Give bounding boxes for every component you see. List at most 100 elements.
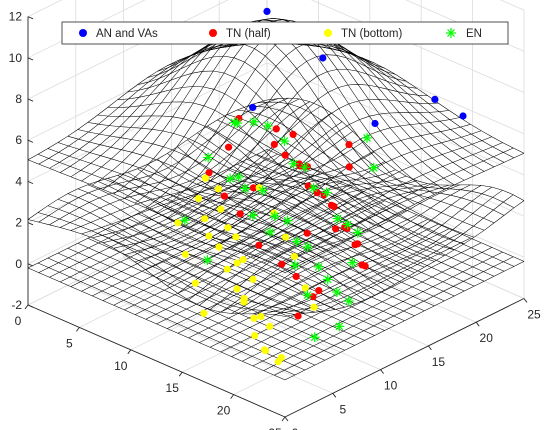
y-tick-label: 20 [480, 331, 494, 345]
data-point [358, 261, 366, 269]
data-point [315, 287, 323, 295]
y-tick-mark [332, 393, 337, 398]
surface-mesh-line [67, 193, 325, 312]
z-tick-label: 12 [9, 10, 23, 24]
en-point [343, 296, 354, 307]
en-point-stroke [258, 186, 267, 195]
en-point [291, 236, 302, 247]
en-point [313, 261, 324, 272]
data-point [249, 275, 257, 283]
z-tick-label: 10 [9, 51, 23, 65]
en-point-stroke [333, 214, 342, 223]
data-point [223, 265, 231, 273]
x-tick-mark [178, 371, 183, 377]
surface-mesh-line [27, 219, 286, 317]
surface-mesh-line [37, 262, 296, 376]
data-point [261, 347, 270, 355]
data-point [431, 95, 439, 103]
axis-x-right-floor [284, 298, 525, 418]
en-point-stroke [332, 288, 341, 296]
data-point [205, 169, 213, 177]
y-tick-mark [475, 321, 480, 327]
y-tick-mark [284, 416, 289, 422]
en-point-stroke [266, 228, 274, 236]
surface-mesh-line [231, 237, 471, 357]
data-point [354, 240, 362, 248]
grid-line-y-floor [219, 209, 477, 323]
x-tick-label: 20 [217, 404, 231, 418]
z-tick-mark [27, 304, 34, 308]
data-point [263, 7, 271, 15]
y-tick-label: 15 [432, 355, 446, 369]
data-point [310, 303, 318, 311]
en-point-stroke [180, 216, 189, 225]
data-point [251, 332, 259, 340]
surface-mesh-line [57, 199, 315, 313]
grid-line-z [27, 0, 525, 59]
data-point [371, 119, 379, 128]
data-point [301, 284, 309, 292]
data-point [239, 256, 247, 264]
data-point [200, 309, 208, 317]
en-point [257, 185, 268, 196]
data-point [232, 233, 240, 241]
x-tick-mark [230, 394, 234, 399]
z-tick-label: 2 [15, 216, 22, 230]
data-point [282, 233, 290, 241]
en-point-stroke [310, 333, 319, 342]
data-point [459, 112, 467, 120]
surface-mesh-line [252, 247, 493, 367]
data-point [174, 219, 182, 227]
surfaces [27, 18, 525, 381]
data-point [272, 125, 280, 133]
data-point [250, 314, 258, 322]
en-point [352, 227, 363, 238]
en-point-stroke [303, 243, 312, 251]
surface-mesh-line [263, 189, 503, 315]
z-tick-label: -2 [11, 298, 22, 312]
data-point [319, 54, 327, 62]
en-point-stroke [270, 212, 279, 221]
en-point-stroke [323, 275, 332, 284]
en-point-stroke [241, 184, 249, 193]
y-tick-mark [428, 345, 432, 351]
z-tick-mark [27, 57, 34, 61]
en-point [332, 213, 343, 224]
z-tick-mark [27, 16, 34, 20]
en-point-stroke [226, 174, 235, 183]
x-tick-label: 15 [166, 381, 180, 395]
data-point [309, 293, 317, 301]
axis-y-left-floor [27, 304, 286, 418]
data-point [292, 272, 300, 281]
x-tick-mark [24, 304, 29, 310]
z-tick-mark [27, 180, 34, 185]
surface-mesh-line [263, 142, 503, 264]
legend-label-tn-half: TN (half) [226, 28, 271, 40]
surface-2 [27, 149, 525, 381]
en-point [322, 274, 333, 285]
en-point [179, 215, 190, 226]
en-point-stroke [283, 216, 292, 225]
en-point-stroke [322, 188, 331, 197]
surface-mesh-line [27, 267, 286, 381]
grid-line-z [27, 0, 525, 100]
data-point [345, 163, 353, 171]
surface-mesh-line [37, 212, 296, 315]
z-tick-label: 6 [15, 133, 22, 147]
data-point [330, 202, 338, 211]
en-point [279, 136, 290, 147]
y-tick-mark [380, 369, 384, 374]
en-point [225, 173, 236, 184]
y-tick-mark [523, 298, 528, 303]
surface-mesh-line [47, 148, 306, 263]
en-point-stroke [300, 163, 309, 172]
data-point [332, 225, 340, 233]
x-tick-mark [281, 416, 286, 422]
series-2 [174, 174, 318, 366]
legend-marker-en [446, 28, 456, 38]
z-tick-label: 4 [15, 174, 22, 188]
data-point [278, 260, 286, 268]
x-tick-mark [76, 327, 80, 332]
en-point-stroke [203, 256, 212, 264]
